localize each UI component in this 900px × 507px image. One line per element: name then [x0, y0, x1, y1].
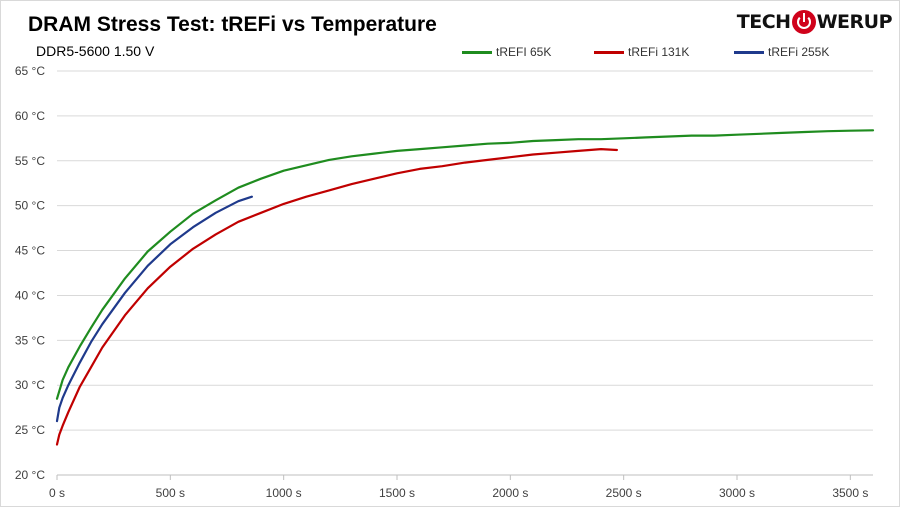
- legend-label-series-2: tREFi 255K: [768, 45, 830, 59]
- brand-logo: TECH WERUP: [736, 8, 893, 36]
- legend-label-series-0: tREFI 65K: [496, 45, 552, 59]
- x-tick-label: 1500 s: [379, 486, 415, 500]
- logo-text-right: WERUP: [816, 11, 893, 33]
- y-tick-label: 45 °C: [15, 244, 45, 258]
- y-tick-label: 25 °C: [15, 423, 45, 437]
- x-tick-label: 1000 s: [266, 486, 302, 500]
- legend-item-series-2: tREFi 255K: [734, 45, 829, 59]
- legend-item-series-1: tREFi 131K: [594, 45, 689, 59]
- series-line-2: [55, 195, 253, 423]
- x-tick-label: 0 s: [49, 486, 65, 500]
- x-tick-label: 2500 s: [606, 486, 642, 500]
- power-icon: [791, 10, 816, 34]
- series-line-0: [55, 129, 875, 400]
- x-tick-label: 3000 s: [719, 486, 755, 500]
- y-tick-label: 55 °C: [15, 154, 45, 168]
- x-tick-label: 2000 s: [492, 486, 528, 500]
- legend-item-series-0: tREFI 65K: [462, 45, 551, 59]
- y-tick-label: 60 °C: [15, 109, 45, 123]
- x-tick-label: 500 s: [156, 486, 185, 500]
- logo-text-left: TECH: [736, 11, 791, 33]
- y-tick-label: 30 °C: [15, 378, 45, 392]
- y-tick-label: 40 °C: [15, 288, 45, 302]
- y-tick-label: 35 °C: [15, 333, 45, 347]
- legend-swatch-series-2: [734, 50, 764, 54]
- chart-subtitle: DDR5-5600 1.50 V: [36, 43, 155, 59]
- y-tick-label: 50 °C: [15, 199, 45, 213]
- chart-title: DRAM Stress Test: tREFi vs Temperature: [28, 13, 437, 36]
- series-line-1: [55, 148, 619, 446]
- legend-swatch-series-1: [594, 50, 624, 54]
- x-tick-label: 3500 s: [832, 486, 868, 500]
- legend-label-series-1: tREFi 131K: [628, 45, 690, 59]
- y-tick-label: 20 °C: [15, 468, 45, 482]
- y-tick-label: 65 °C: [15, 64, 45, 78]
- legend-swatch-series-0: [462, 50, 492, 54]
